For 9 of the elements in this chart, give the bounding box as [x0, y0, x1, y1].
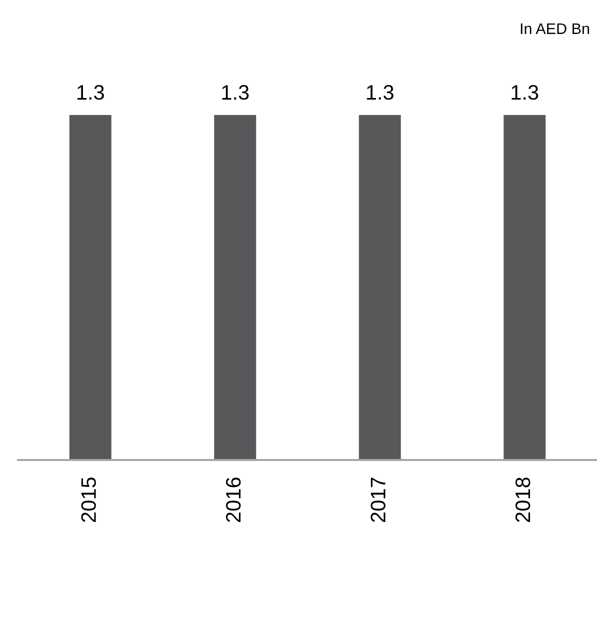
data-label: 1.3: [222, 85, 249, 100]
x-tick-label: 2016: [226, 478, 241, 522]
data-label: 1.3: [512, 85, 538, 100]
data-label: 1.3: [366, 85, 394, 100]
x-tick-label: 2017: [370, 478, 386, 522]
x-tick-label: 2015: [81, 478, 96, 522]
text: In AED Bn: [520, 23, 590, 34]
x-tick-label: 2018: [515, 478, 530, 522]
data-label: 1.3: [77, 85, 104, 100]
